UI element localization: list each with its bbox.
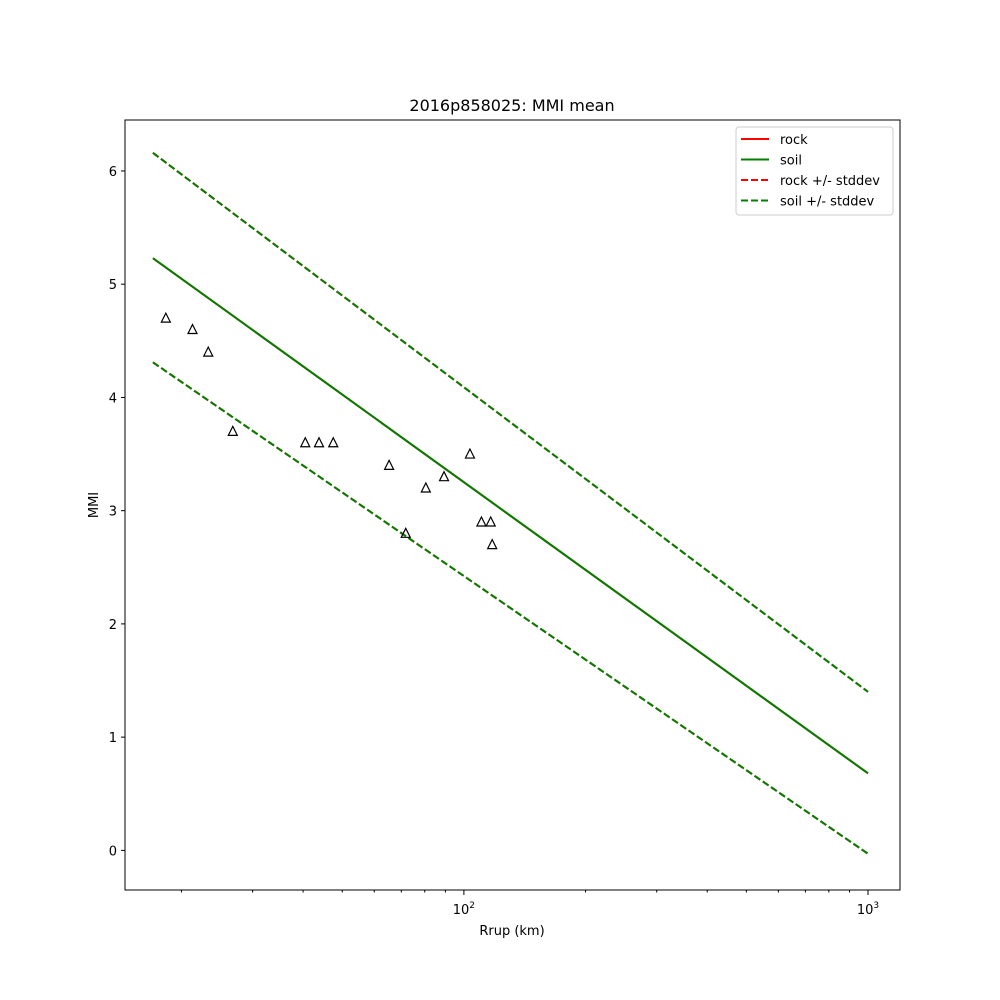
y-tick-label: 6 [109,165,117,180]
legend-box [735,126,894,216]
y-tick-label: 3 [109,505,117,520]
y-tick-label: 2 [109,618,117,633]
observation-point [420,481,432,493]
observation-point [227,425,239,436]
observation-point [485,515,497,527]
y-tick-label: 5 [109,278,117,293]
observation-point [400,526,412,538]
legend-label: rock +/- stddev [780,174,880,189]
observation-point [438,470,450,482]
series-line-soil-lower-stddev [152,361,869,855]
y-tick-label: 4 [109,391,117,406]
y-tick-label: 0 [109,844,117,859]
legend-label: soil [780,154,802,169]
chart-title: 2016p858025: MMI mean [409,96,614,115]
plot-frame [124,119,901,891]
series-line-soil [152,257,869,775]
y-tick-label: 1 [109,731,117,746]
observation-point [160,311,172,323]
observation-point [313,436,325,448]
x-tick-label: 103 [857,901,879,918]
series-line-soil-upper-stddev [152,152,869,693]
observation-point [187,323,198,335]
legend: rock soil rock +/- stddev soil +/- stddev [735,126,894,216]
axes: 0 1 2 3 4 5 6 102 103 [109,165,879,918]
observation-point [464,447,476,459]
legend-label: rock [780,133,808,148]
observation-point [327,436,339,448]
observation-point [202,345,214,357]
observation-point [486,538,498,550]
x-tick-label: 102 [453,901,475,918]
x-axis-label: Rrup (km) [479,924,544,939]
plot-area [152,152,869,855]
observation-point [299,436,311,448]
y-axis-label: MMI [87,492,102,518]
observation-point [383,459,395,470]
legend-label: soil +/- stddev [780,195,875,210]
observation-point [475,515,487,527]
